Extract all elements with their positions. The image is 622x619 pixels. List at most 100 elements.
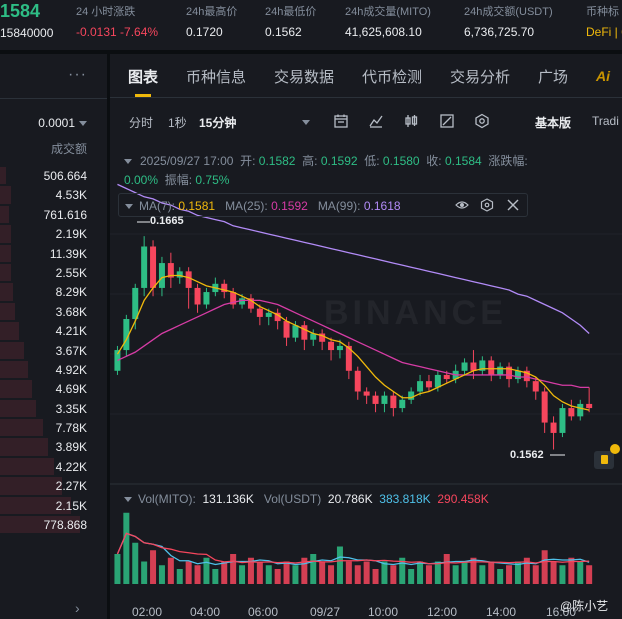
- depth-bar: [0, 419, 43, 437]
- ask-amount: 8.29K: [55, 285, 87, 300]
- indicator-icon[interactable]: [368, 113, 384, 129]
- ask-row[interactable]: 2.15K: [0, 496, 107, 515]
- tab-coin-info[interactable]: 币种信息: [186, 69, 247, 86]
- ma-legend: MA(7): 0.1581 MA(25): 0.1592 MA(99): 0.1…: [118, 193, 528, 217]
- ohlc-legend: 2025/09/27 17:00 开: 0.1582 高: 0.1592 低: …: [124, 154, 528, 187]
- depth-bar: [0, 263, 11, 282]
- ma25-line: [117, 299, 590, 389]
- ask-row[interactable]: 4.53K: [0, 185, 107, 204]
- depth-bar: [0, 205, 9, 224]
- volume-bar: [203, 557, 210, 584]
- candle-body: [568, 408, 575, 417]
- drawing-tools-icon[interactable]: [439, 113, 455, 129]
- candle-body: [559, 408, 566, 433]
- settings-icon[interactable]: [474, 113, 490, 129]
- ask-row[interactable]: 11.39K: [0, 244, 107, 263]
- depth-bar: [0, 399, 37, 418]
- ask-row[interactable]: 3.89K: [0, 437, 107, 456]
- ma7-line: [116, 274, 590, 411]
- ask-row[interactable]: 4.22K: [0, 457, 107, 476]
- volume-bar: [230, 554, 237, 584]
- collapse-caret-icon[interactable]: [124, 159, 132, 165]
- time-tick-label: 14:00: [486, 605, 517, 619]
- ask-row[interactable]: 506.664: [0, 166, 107, 185]
- time-tick-label: 16:00: [546, 605, 577, 619]
- interval-1s-button[interactable]: 1秒: [168, 116, 187, 130]
- volume-bar: [336, 546, 343, 584]
- ask-row[interactable]: 2.55K: [0, 263, 107, 282]
- depth-bar: [0, 516, 81, 534]
- tab-chart[interactable]: 图表: [128, 69, 159, 86]
- close-icon[interactable]: [506, 198, 520, 212]
- volume-bar: [123, 512, 130, 584]
- candle-body: [301, 325, 308, 340]
- tab-square[interactable]: 广场: [538, 69, 569, 86]
- ask-amount: 11.39K: [49, 246, 87, 261]
- volume-bar: [283, 561, 290, 584]
- tab-token-check[interactable]: 代币检测: [362, 69, 423, 86]
- tradingview-button[interactable]: Tradi: [592, 114, 619, 128]
- volume-bar: [523, 557, 530, 584]
- candle-body: [239, 298, 246, 305]
- vol-caret-icon[interactable]: [124, 497, 132, 503]
- ask-row[interactable]: 4.92K: [0, 360, 107, 379]
- candle-body: [158, 263, 165, 288]
- ma99-line: [117, 183, 590, 334]
- candle-body: [141, 246, 148, 288]
- ask-row[interactable]: 7.78K: [0, 418, 107, 437]
- ask-row[interactable]: 3.35K: [0, 399, 107, 418]
- divider: [107, 54, 110, 619]
- interval-caret-icon[interactable]: [302, 120, 310, 125]
- eye-icon[interactable]: [455, 198, 469, 212]
- volume-bar: [434, 561, 441, 584]
- time-tick-label: 06:00: [248, 605, 279, 619]
- ask-row[interactable]: 2.19K: [0, 224, 107, 243]
- tab-trade-analysis[interactable]: 交易分析: [450, 69, 511, 86]
- depth-bar: [0, 283, 13, 301]
- chevron-right-icon[interactable]: ›: [75, 600, 80, 616]
- ask-row[interactable]: 4.69K: [0, 379, 107, 398]
- ask-list: 506.664 4.53K 761.616 2.19K 11.39K 2.55K 8.29K…: [0, 166, 107, 534]
- ma-caret-icon[interactable]: [125, 204, 133, 210]
- alert-dot-icon[interactable]: [610, 444, 620, 454]
- time-tick-label: 10:00: [368, 605, 399, 619]
- ask-amount: 2.19K: [55, 227, 87, 242]
- depth-bar: [0, 477, 63, 495]
- ask-row[interactable]: 761.616: [0, 205, 107, 224]
- ask-row[interactable]: 2.27K: [0, 476, 107, 495]
- volume-bar: [559, 565, 566, 584]
- more-horizontal-icon[interactable]: ···: [68, 66, 87, 83]
- depth-bar: [0, 341, 24, 359]
- candle-body: [194, 287, 201, 305]
- interval-time-button[interactable]: 分时: [129, 116, 154, 130]
- volume-bar: [328, 565, 335, 584]
- depth-bar: [0, 360, 28, 379]
- volume-bar: [247, 557, 254, 584]
- stat-token-tag[interactable]: 币种标 DeFi | 6: [586, 6, 622, 39]
- candlestick-chart[interactable]: [110, 54, 622, 619]
- basic-view-button[interactable]: 基本版: [535, 116, 572, 130]
- chart-toolbar: 分时 1秒 15分钟 基本版 Tradi: [110, 98, 622, 142]
- candle-type-icon[interactable]: [403, 113, 419, 129]
- settings-icon[interactable]: [480, 198, 494, 212]
- ask-row[interactable]: 3.68K: [0, 302, 107, 321]
- ask-row[interactable]: 3.67K: [0, 341, 107, 360]
- tab-trading-data[interactable]: 交易数据: [274, 69, 335, 86]
- ai-icon[interactable]: Ai: [596, 68, 610, 84]
- notes-icon[interactable]: [594, 451, 614, 469]
- ask-amount: 2.15K: [55, 498, 87, 513]
- interval-15m-button[interactable]: 15分钟: [199, 116, 237, 130]
- ask-row[interactable]: 8.29K: [0, 282, 107, 301]
- calendar-icon[interactable]: [333, 113, 349, 129]
- candle-body: [328, 341, 335, 351]
- ask-amount: 2.55K: [55, 265, 87, 280]
- volume-ma-line-2: [116, 532, 590, 565]
- ask-row[interactable]: 4.21K: [0, 321, 107, 340]
- precision-select[interactable]: 0.0001: [38, 116, 87, 130]
- candle-body: [345, 345, 352, 371]
- volume-bar: [132, 542, 139, 584]
- ask-amount: 2.27K: [55, 479, 87, 494]
- candle-body: [470, 362, 477, 371]
- ask-row[interactable]: 778.868: [0, 515, 107, 534]
- volume-bar: [363, 561, 370, 584]
